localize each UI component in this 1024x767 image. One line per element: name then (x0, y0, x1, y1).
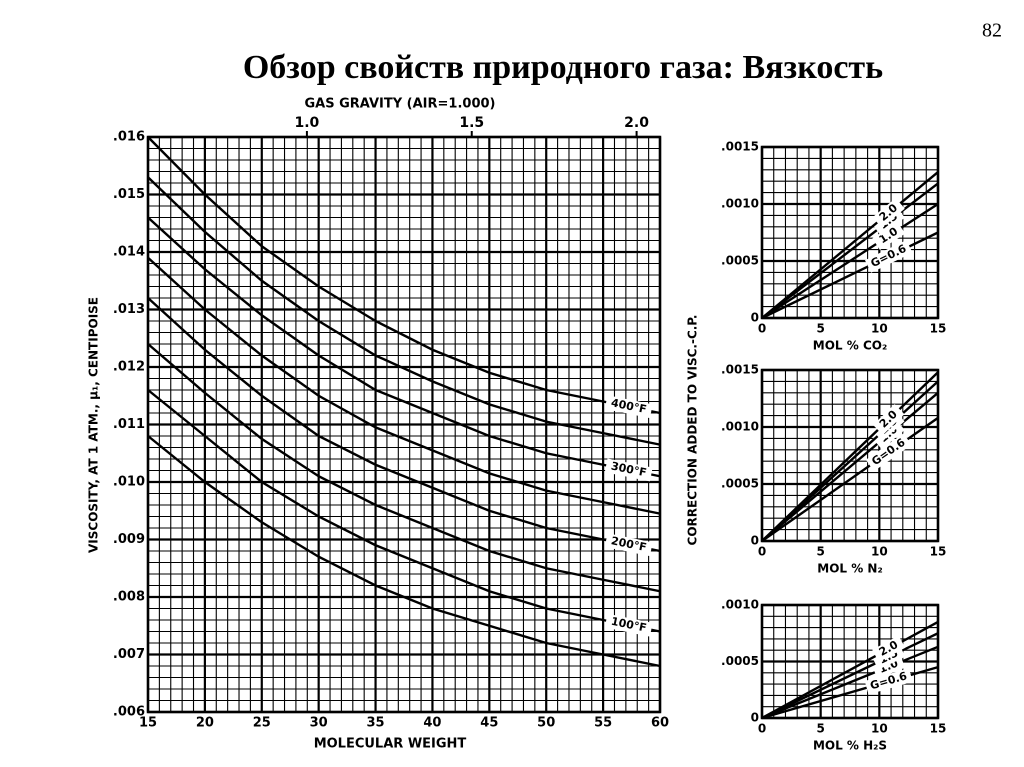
data-line (147, 343, 661, 593)
curve-label-bg (872, 635, 906, 663)
y-tick-label: .011 (113, 417, 145, 432)
curve-label-bg (872, 221, 906, 250)
data-line (147, 389, 661, 633)
curve-label-bg (604, 395, 653, 419)
y-tick-label: 0 (751, 311, 759, 325)
y-tick-label: .0010 (721, 420, 759, 434)
x-tick-label: 60 (651, 716, 669, 731)
curve-label-bg (872, 197, 905, 228)
x-tick-label: 45 (480, 716, 498, 731)
curve-label-bg (604, 613, 653, 637)
y-tick-label: .013 (113, 302, 145, 317)
y-tick-label: .0010 (721, 197, 759, 211)
page-number: 82 (982, 20, 1002, 42)
x-axis-label: MOL % CO₂ (813, 339, 887, 353)
data-line (761, 171, 939, 319)
y-tick-label: .016 (113, 130, 145, 145)
data-line (761, 391, 939, 542)
x-tick-label: 20 (196, 716, 214, 731)
data-line (147, 256, 661, 515)
x-tick-label: 15 (930, 545, 947, 559)
y-tick-label: .0005 (721, 477, 759, 491)
x-axis-label: MOL % N₂ (817, 562, 882, 576)
x-tick-label: 35 (367, 716, 385, 731)
y-tick-label: .015 (113, 187, 145, 202)
x-tick-label: 15 (930, 722, 947, 736)
x-tick-label: 40 (423, 716, 441, 731)
x-tick-label: 0 (758, 722, 766, 736)
x-axis-label: MOL % H₂S (813, 739, 887, 753)
data-line (147, 136, 661, 415)
x-tick-label: 15 (930, 322, 947, 336)
y-axis-label: CORRECTION ADDED TO VISC.-C.P. (686, 315, 700, 546)
y-tick-label: .0005 (721, 254, 759, 268)
data-line (761, 371, 939, 542)
y-tick-label: .012 (113, 360, 145, 375)
y-tick-label: .0005 (721, 654, 759, 668)
curve-label-bg (604, 533, 653, 557)
y-tick-label: .0015 (721, 363, 759, 377)
x2-tick-label: 1.5 (459, 115, 484, 131)
y-tick-label: 0 (751, 711, 759, 725)
y-tick-label: .010 (113, 475, 145, 490)
data-line (761, 620, 939, 720)
data-line (147, 176, 661, 446)
data-line (761, 416, 939, 542)
y-tick-label: .008 (113, 590, 145, 605)
x-tick-label: 0 (758, 545, 766, 559)
y-tick-label: .007 (113, 647, 145, 662)
x-tick-label: 5 (816, 545, 824, 559)
x-tick-label: 5 (816, 322, 824, 336)
curve-label-bg (865, 433, 912, 472)
x-tick-label: 25 (253, 716, 271, 731)
x-tick-label: 55 (594, 716, 612, 731)
x-tick-label: 30 (310, 716, 328, 731)
x-tick-label: 10 (871, 322, 888, 336)
y-tick-label: 0 (751, 534, 759, 548)
data-line (147, 297, 661, 553)
x2-tick-label: 1.0 (295, 115, 320, 131)
data-line (761, 202, 939, 320)
data-line (147, 435, 661, 668)
y-axis-label: VISCOSITY, AT 1 ATM., μ₁, CENTIPOISE (87, 297, 101, 553)
curve-label-bg (864, 240, 913, 273)
x-tick-label: 50 (537, 716, 555, 731)
data-line (761, 645, 939, 720)
y-tick-label: .0010 (721, 598, 759, 612)
curve-label-bg (864, 668, 913, 695)
curve-label-bg (604, 458, 653, 482)
curve-label-bg (873, 404, 905, 435)
plot-frame (760, 368, 940, 543)
plot-frame (146, 135, 662, 714)
plot-frame (760, 603, 940, 720)
x-tick-label: 5 (816, 722, 824, 736)
x2-axis-label: GAS GRAVITY (AIR=1.000) (305, 97, 496, 112)
y-tick-label: .006 (113, 705, 145, 720)
x-tick-label: 0 (758, 322, 766, 336)
slide-title: Обзор свойств природного газа: Вязкость (243, 49, 883, 86)
data-line (761, 182, 939, 319)
y-tick-label: .0015 (721, 140, 759, 154)
x-tick-label: 15 (139, 716, 157, 731)
x-tick-label: 10 (871, 722, 888, 736)
data-line (761, 632, 939, 720)
x2-tick-label: 2.0 (624, 115, 649, 131)
y-tick-label: .009 (113, 532, 145, 547)
y-tick-label: .014 (113, 245, 145, 260)
x-axis-label: MOLECULAR WEIGHT (314, 737, 467, 752)
data-line (147, 216, 661, 478)
x-tick-label: 10 (871, 545, 888, 559)
